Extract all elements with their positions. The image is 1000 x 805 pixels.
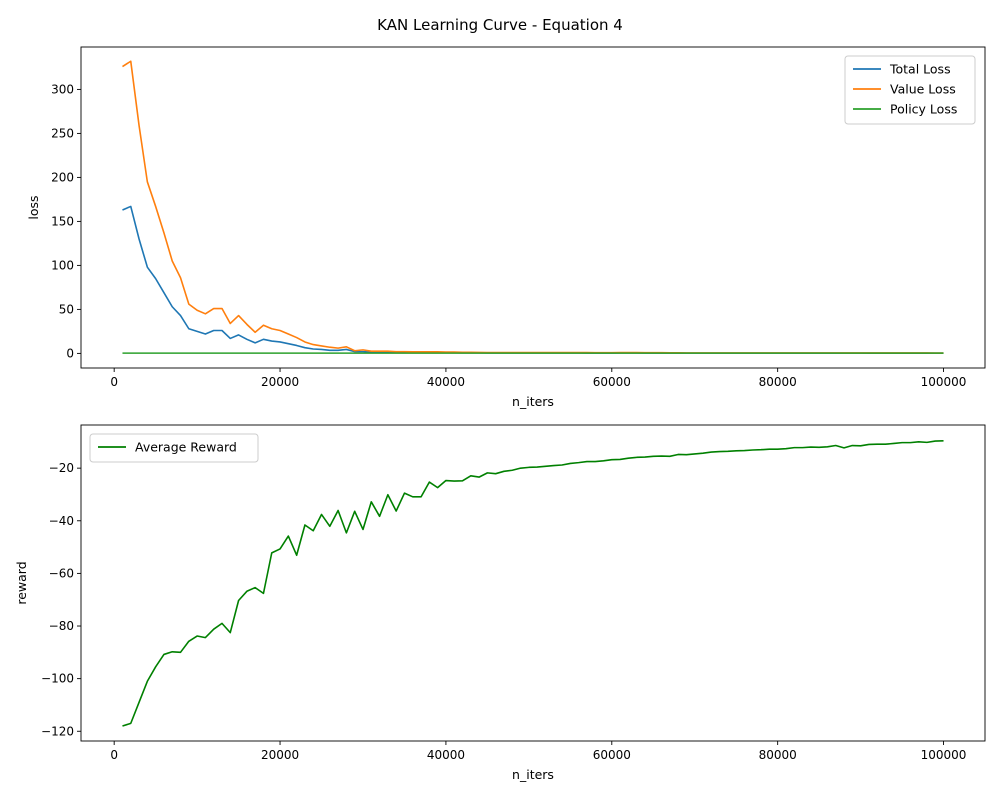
x-tick-label: 0 (110, 375, 118, 389)
x-tick-label: 20000 (261, 748, 299, 762)
series-line-average-reward (122, 439, 944, 727)
y-tick-label: 200 (51, 170, 74, 184)
y-tick-label: −120 (41, 724, 74, 738)
x-tick-label: 80000 (759, 748, 797, 762)
x-tick-label: 100000 (921, 375, 967, 389)
y-tick-label: 250 (51, 126, 74, 140)
x-tick-label: 0 (110, 748, 118, 762)
legend-label: Value Loss (890, 82, 956, 97)
x-axis-label: n_iters (512, 394, 554, 409)
y-tick-label: 150 (51, 214, 74, 228)
x-tick-label: 60000 (593, 748, 631, 762)
y-axis-label: loss (26, 195, 41, 219)
figure-title: KAN Learning Curve - Equation 4 (377, 16, 623, 34)
axes-frame (80, 424, 986, 742)
loss-chart: 0 20000 40000 60000 80000 100000 0 50 100 150 200 2… (26, 46, 986, 409)
y-tick-label: −80 (49, 619, 74, 633)
legend-label: Average Reward (135, 440, 237, 455)
x-axis-label: n_iters (512, 767, 554, 782)
y-tick-label: −100 (41, 672, 74, 686)
x-tick-label: 40000 (427, 375, 465, 389)
y-tick-label: −40 (49, 514, 74, 528)
x-tick-label: 20000 (261, 375, 299, 389)
legend-label: Policy Loss (890, 102, 957, 117)
series-group (122, 439, 944, 727)
y-tick-label: 300 (51, 82, 74, 96)
axes-frame (80, 46, 986, 369)
x-tick-label: 100000 (921, 748, 967, 762)
x-tick-label: 60000 (593, 375, 631, 389)
legend: Total Loss Value Loss Policy Loss (844, 55, 976, 125)
x-tick-label: 40000 (427, 748, 465, 762)
legend-box (89, 433, 259, 463)
y-tick-label: −20 (49, 461, 74, 475)
y-axis-label: reward (14, 561, 29, 604)
y-tick-label: −60 (49, 566, 74, 580)
y-tick-label: 0 (66, 346, 74, 360)
series-group (122, 60, 944, 355)
legend-box (844, 55, 976, 125)
x-tick-label: 80000 (759, 375, 797, 389)
y-tick-label: 100 (51, 258, 74, 272)
legend-label: Total Loss (889, 62, 951, 77)
y-tick-label: 50 (59, 302, 74, 316)
legend: Average Reward (89, 433, 259, 463)
reward-chart: 0 20000 40000 60000 80000 100000 −120 −100 −80 −6… (14, 424, 986, 782)
